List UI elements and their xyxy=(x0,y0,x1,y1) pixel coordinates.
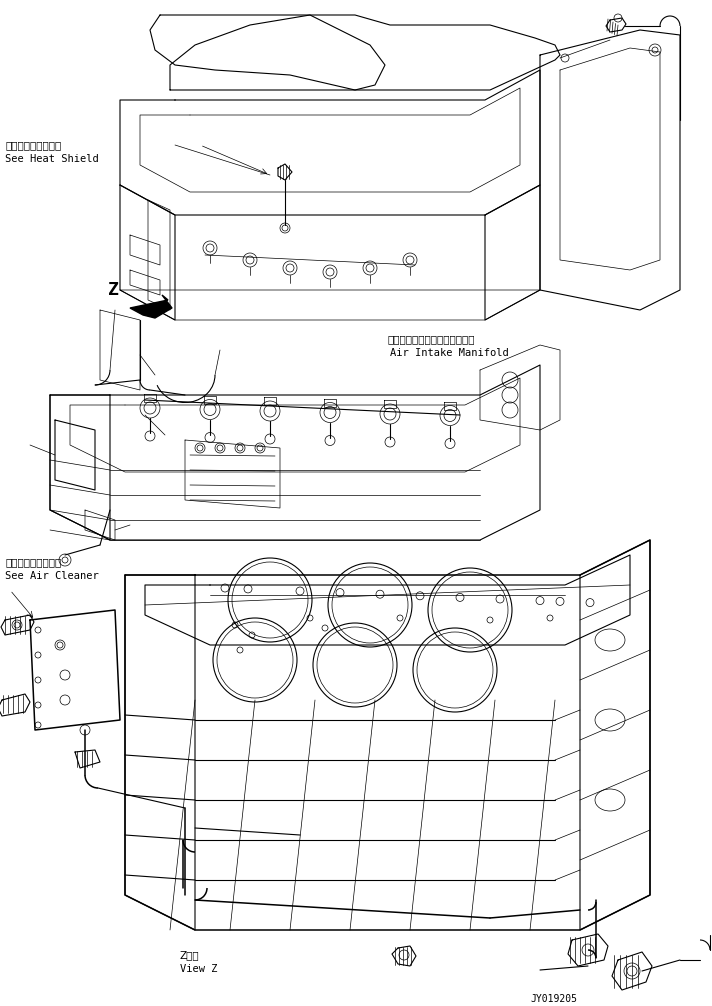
Text: ヒートシールド参照: ヒートシールド参照 xyxy=(5,140,61,150)
Text: Air Intake Manifold: Air Intake Manifold xyxy=(390,348,509,358)
Text: View Z: View Z xyxy=(180,964,217,974)
Text: エアーインテークマニホールド: エアーインテークマニホールド xyxy=(388,334,476,344)
Polygon shape xyxy=(130,295,172,318)
Text: エアークリーナ参照: エアークリーナ参照 xyxy=(5,557,61,567)
Polygon shape xyxy=(148,200,170,310)
Polygon shape xyxy=(185,440,280,508)
Text: Z: Z xyxy=(108,281,119,299)
Text: See Heat Shield: See Heat Shield xyxy=(5,154,99,164)
Text: JY019205: JY019205 xyxy=(530,994,577,1004)
Text: See Air Cleaner: See Air Cleaner xyxy=(5,571,99,581)
Text: Z　視: Z 視 xyxy=(180,950,199,960)
